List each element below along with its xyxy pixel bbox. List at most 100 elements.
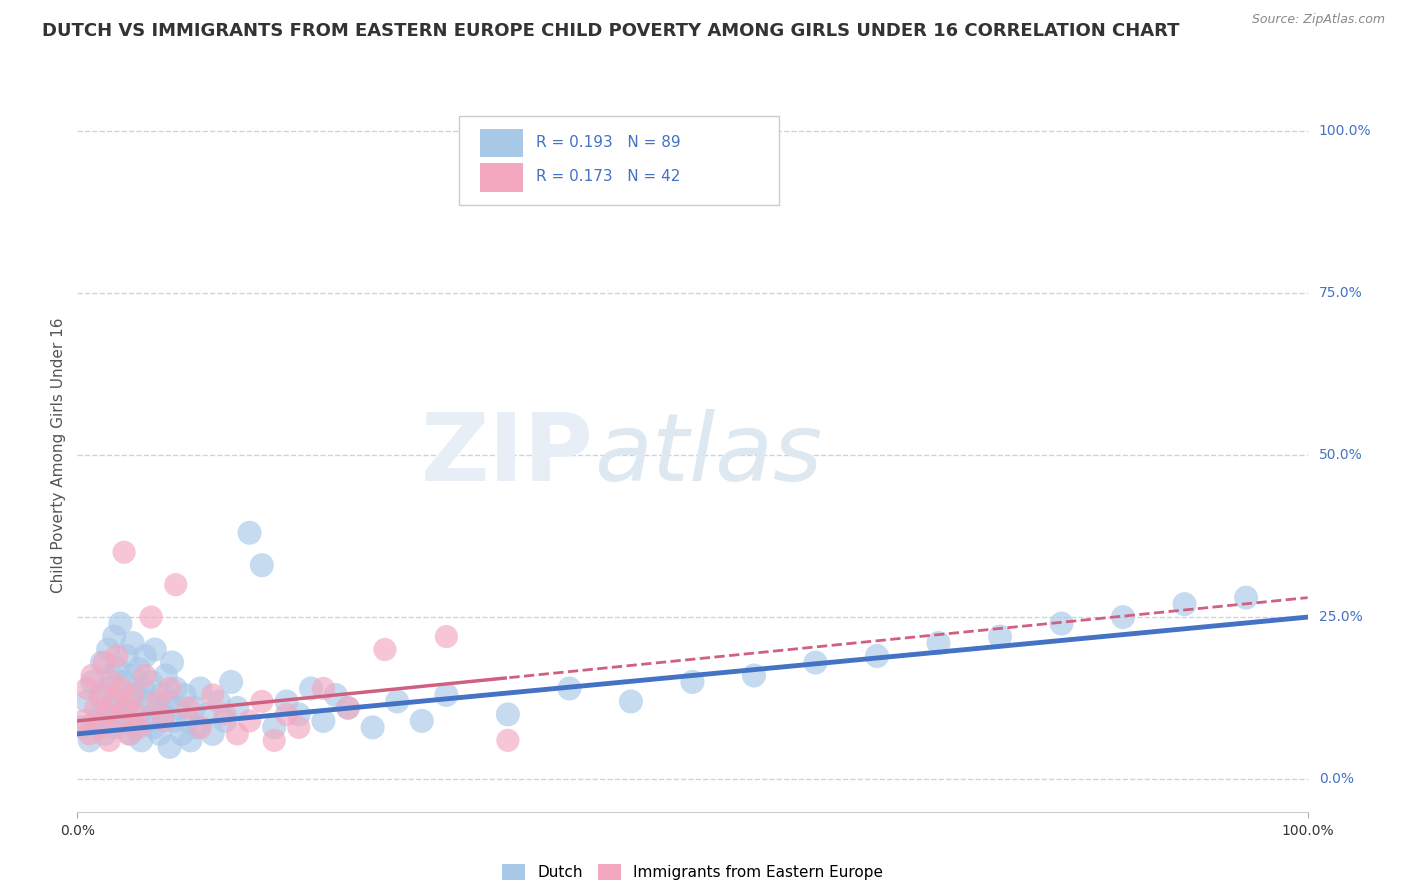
Point — [134, 668, 156, 682]
Point — [167, 701, 190, 715]
Point — [1050, 616, 1073, 631]
Text: R = 0.193   N = 89: R = 0.193 N = 89 — [536, 135, 681, 150]
Point — [118, 727, 141, 741]
FancyBboxPatch shape — [458, 116, 779, 205]
Point — [118, 688, 141, 702]
Legend: Dutch, Immigrants from Eastern Europe: Dutch, Immigrants from Eastern Europe — [496, 858, 889, 886]
Text: 75.0%: 75.0% — [1319, 285, 1362, 300]
Point — [988, 630, 1011, 644]
Point — [180, 733, 202, 747]
Point — [82, 675, 104, 690]
Point — [219, 675, 242, 690]
Point — [72, 720, 94, 734]
Point — [112, 545, 135, 559]
Point — [98, 733, 121, 747]
Point — [620, 694, 643, 708]
Point — [177, 714, 200, 728]
Point — [93, 656, 115, 670]
Point — [142, 720, 165, 734]
Point — [101, 668, 124, 682]
Point — [97, 681, 120, 696]
Point — [276, 694, 298, 708]
Point — [111, 681, 132, 696]
Point — [187, 720, 209, 734]
Point — [105, 694, 128, 708]
Point — [276, 707, 298, 722]
Point — [110, 616, 132, 631]
Point — [134, 648, 156, 663]
Point — [100, 701, 122, 715]
Point — [496, 707, 519, 722]
Point — [163, 714, 186, 728]
Text: DUTCH VS IMMIGRANTS FROM EASTERN EUROPE CHILD POVERTY AMONG GIRLS UNDER 16 CORRE: DUTCH VS IMMIGRANTS FROM EASTERN EUROPE … — [42, 22, 1180, 40]
Point — [82, 668, 104, 682]
Point — [288, 720, 311, 734]
Point — [108, 714, 131, 728]
Point — [165, 681, 187, 696]
Point — [72, 714, 94, 728]
Point — [115, 648, 138, 663]
Point — [170, 727, 193, 741]
Point — [124, 720, 146, 734]
Point — [226, 701, 249, 715]
Point — [76, 694, 98, 708]
Point — [149, 727, 172, 741]
Text: R = 0.173   N = 42: R = 0.173 N = 42 — [536, 169, 681, 184]
Point — [107, 662, 129, 676]
Point — [152, 707, 174, 722]
Point — [136, 714, 159, 728]
Point — [155, 668, 177, 682]
FancyBboxPatch shape — [479, 128, 523, 157]
Point — [177, 701, 200, 715]
Point — [150, 688, 173, 702]
Point — [239, 714, 262, 728]
Point — [101, 675, 124, 690]
Point — [288, 707, 311, 722]
Point — [141, 610, 163, 624]
Point — [84, 714, 107, 728]
Point — [325, 688, 347, 702]
Point — [214, 707, 236, 722]
Point — [374, 642, 396, 657]
Point — [337, 701, 360, 715]
Point — [682, 675, 704, 690]
Point — [120, 727, 142, 741]
Point — [496, 733, 519, 747]
Point — [128, 662, 150, 676]
Point — [84, 701, 107, 715]
Point — [89, 688, 111, 702]
Point — [385, 694, 409, 708]
Point — [115, 701, 138, 715]
Point — [263, 733, 285, 747]
Point — [250, 694, 273, 708]
Text: 100.0%: 100.0% — [1319, 124, 1371, 137]
Point — [299, 681, 322, 696]
Point — [361, 720, 384, 734]
Point — [121, 688, 143, 702]
Point — [115, 701, 138, 715]
Point — [79, 733, 101, 747]
Point — [90, 656, 114, 670]
Point — [239, 525, 262, 540]
Point — [90, 688, 114, 702]
Text: 50.0%: 50.0% — [1319, 448, 1362, 462]
Point — [103, 694, 125, 708]
Point — [93, 727, 115, 741]
Point — [129, 733, 153, 747]
Point — [110, 707, 132, 722]
Point — [201, 688, 224, 702]
Point — [866, 648, 889, 663]
Point — [804, 656, 827, 670]
Point — [90, 707, 114, 722]
Point — [125, 707, 148, 722]
Point — [1234, 591, 1257, 605]
Point — [146, 694, 169, 708]
Point — [76, 681, 98, 696]
Point — [128, 707, 150, 722]
Point — [250, 558, 273, 573]
Text: ZIP: ZIP — [422, 409, 595, 501]
Point — [111, 714, 134, 728]
Point — [103, 630, 125, 644]
Point — [173, 688, 195, 702]
Point — [141, 675, 163, 690]
